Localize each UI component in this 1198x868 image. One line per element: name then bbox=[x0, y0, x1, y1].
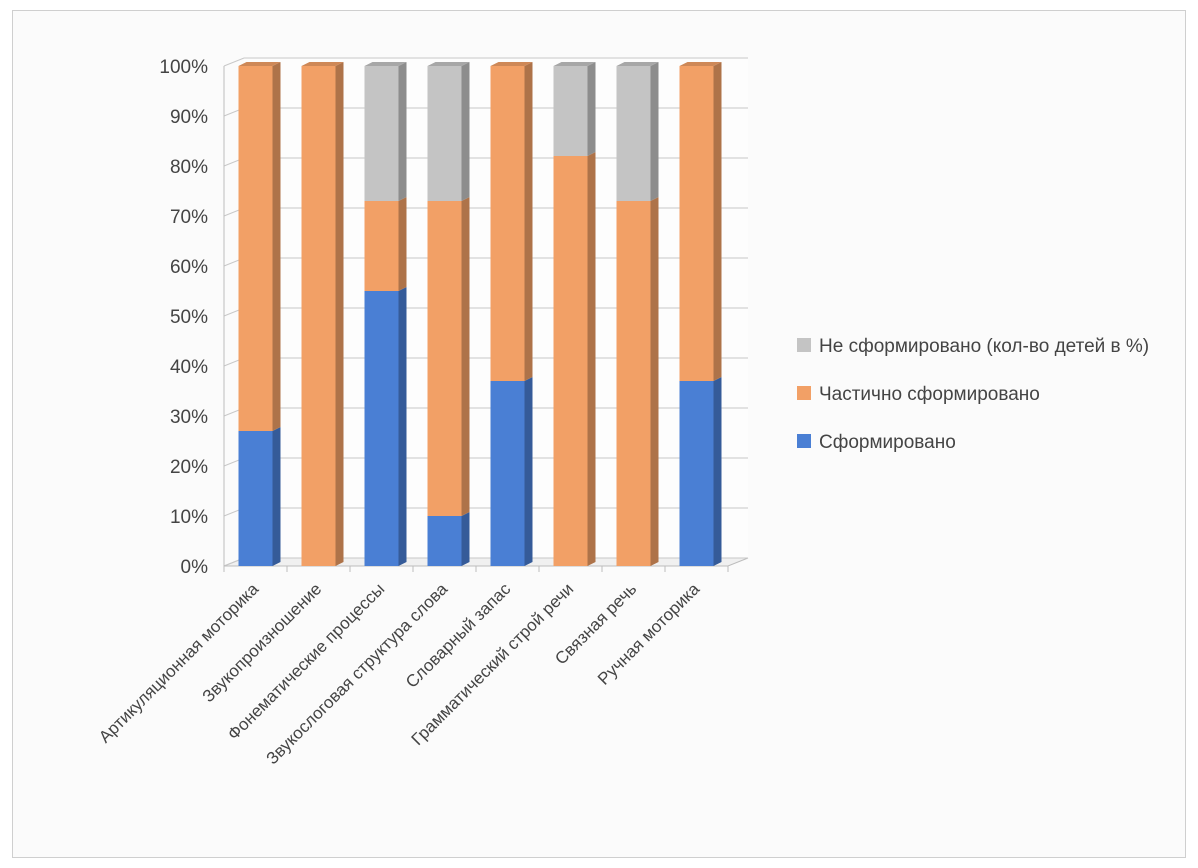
bar-segment-side bbox=[587, 62, 596, 156]
y-tick-label: 10% bbox=[170, 507, 208, 528]
x-category-label: Словарный запас bbox=[402, 579, 515, 692]
bar-segment-top bbox=[238, 62, 281, 66]
legend-swatch bbox=[797, 386, 811, 400]
bar-segment bbox=[301, 66, 336, 566]
y-tick-label: 30% bbox=[170, 407, 208, 428]
bar-segment-side bbox=[713, 377, 722, 566]
legend-item: Частично сформировано bbox=[797, 381, 1197, 409]
bar-segment bbox=[238, 431, 273, 566]
y-tick-label: 90% bbox=[170, 107, 208, 128]
bar-segment bbox=[490, 66, 525, 381]
legend-swatch bbox=[797, 434, 811, 448]
bar-segment-top bbox=[427, 62, 470, 66]
legend: Не сформировано (кол-во детей в %) Частич… bbox=[797, 333, 1197, 477]
bar-segment-side bbox=[398, 197, 407, 291]
bar-segment bbox=[679, 381, 714, 566]
bar-segment bbox=[679, 66, 714, 381]
bar-segment-side bbox=[713, 62, 722, 381]
bar-segment bbox=[553, 66, 588, 156]
bar-segment-top bbox=[490, 62, 533, 66]
y-tick-label: 0% bbox=[181, 557, 209, 578]
legend-item: Сформировано bbox=[797, 429, 1197, 457]
bar-segment-top bbox=[553, 62, 596, 66]
y-tick-label: 80% bbox=[170, 157, 208, 178]
y-tick-label: 20% bbox=[170, 457, 208, 478]
y-tick-label: 100% bbox=[159, 57, 208, 78]
bar-segment bbox=[427, 516, 462, 566]
bar-segment bbox=[616, 201, 651, 566]
bar-segment-side bbox=[335, 62, 344, 566]
bar-segment-side bbox=[461, 512, 470, 566]
bar-segment-side bbox=[272, 427, 281, 566]
bar-segment-top bbox=[679, 62, 722, 66]
bar-segment-top bbox=[364, 62, 407, 66]
gridline bbox=[223, 57, 748, 67]
legend-label: Частично сформировано bbox=[819, 384, 1040, 405]
bar-segment-side bbox=[524, 62, 533, 381]
y-tick-label: 50% bbox=[170, 307, 208, 328]
bar-segment-side bbox=[524, 377, 533, 566]
bar-segment bbox=[427, 66, 462, 201]
bar-segment bbox=[364, 66, 399, 201]
bar-segment bbox=[364, 201, 399, 291]
y-tick-label: 70% bbox=[170, 207, 208, 228]
bar-segment bbox=[427, 201, 462, 516]
bar-segment-side bbox=[650, 62, 659, 201]
bar-segment-side bbox=[461, 197, 470, 516]
bar-segment bbox=[364, 291, 399, 566]
legend-item: Не сформировано (кол-во детей в %) bbox=[797, 333, 1197, 361]
bar-segment bbox=[490, 381, 525, 566]
legend-swatch bbox=[797, 338, 811, 352]
bar-segment-top bbox=[616, 62, 659, 66]
bar-segment-top bbox=[301, 62, 344, 66]
legend-label: Не сформировано (кол-во детей в %) bbox=[819, 336, 1150, 357]
bar-segment-side bbox=[398, 62, 407, 201]
y-tick-label: 40% bbox=[170, 357, 208, 378]
bar-segment bbox=[616, 66, 651, 201]
bar-segment bbox=[238, 66, 273, 431]
bar-segment-side bbox=[650, 197, 659, 566]
bar-segment-side bbox=[272, 62, 281, 431]
bar-segment bbox=[553, 156, 588, 566]
x-category-label: Звукопроизношение bbox=[199, 579, 326, 706]
legend-label: Сформировано bbox=[819, 432, 956, 453]
bar-segment-side bbox=[461, 62, 470, 201]
bar-segment-side bbox=[398, 287, 407, 566]
bar-segment-side bbox=[587, 152, 596, 566]
y-tick-label: 60% bbox=[170, 257, 208, 278]
